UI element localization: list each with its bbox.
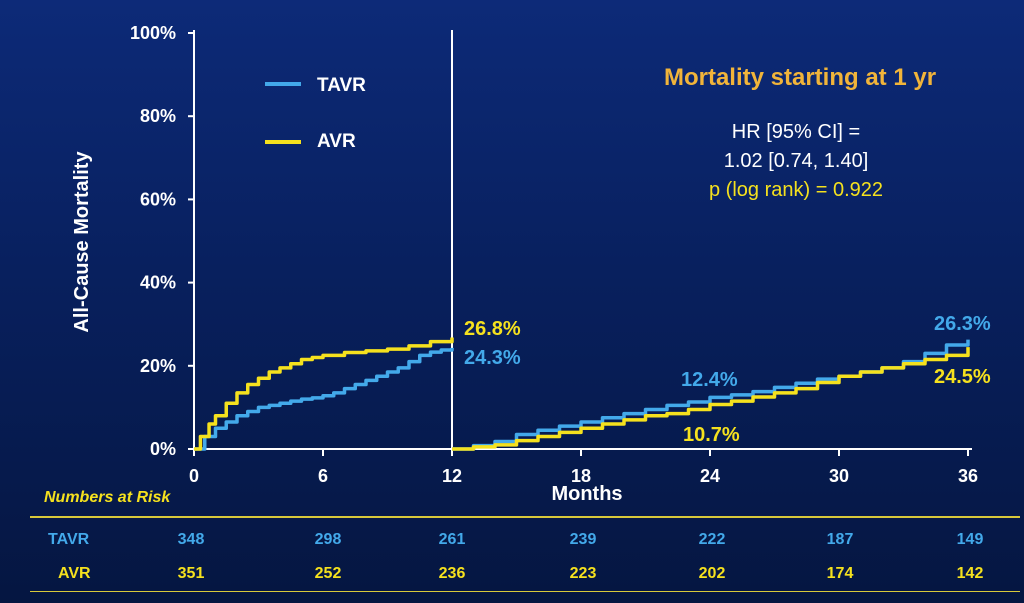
risk-cell: 351 [177,565,205,582]
avr-36mo-value: 24.5% [934,366,991,388]
risk-cell: 236 [438,565,466,582]
p-value-label: p (log rank) = 0.922 [709,179,883,201]
tavr-landmark-value: 24.3% [464,347,521,369]
risk-cell: 223 [569,565,597,582]
risk-cell: 298 [314,531,342,548]
risk-row-tavr: TAVR 348 298 261 239 222 187 149 [0,531,1024,553]
risk-row-label: TAVR [48,531,90,548]
risk-cell: 239 [569,531,597,548]
annotation-title: Mortality starting at 1 yr [663,64,937,91]
hazard-ratio-label: HR [95% CI] = [731,121,861,143]
risk-table-title: Numbers at Risk [44,489,171,506]
avr-landmark-value: 26.8% [464,318,521,340]
x-tick-label: 30 [829,466,849,486]
risk-cell: 348 [177,531,205,548]
legend: TAVR AVR [265,75,366,152]
risk-table-divider [30,516,1020,518]
risk-cell: 149 [956,531,984,548]
chart-axes [188,30,972,456]
avr-legend-label: AVR [317,131,356,152]
avr-curve-landmark [194,337,454,451]
y-tick-label: 100% [130,23,176,43]
hazard-ratio-value: 1.02 [0.74, 1.40] [723,150,869,172]
risk-cell: 174 [826,565,854,582]
y-tick-label: 40% [140,273,176,293]
risk-cell: 252 [314,565,342,582]
x-tick-label: 36 [958,466,978,486]
risk-cell: 187 [826,531,854,548]
risk-row-avr: AVR 351 252 236 223 202 174 142 [0,565,1024,587]
risk-cell: 261 [438,531,466,548]
x-tick-labels: 0 6 12 18 24 30 36 [189,466,978,486]
percentage-labels: 26.8% 24.3% 26.3% 24.5% 12.4% 10.7% [464,313,991,446]
risk-row-label: AVR [58,565,91,582]
x-tick-label: 18 [571,466,591,486]
y-tick-label: 60% [140,189,176,209]
tavr-legend-label: TAVR [317,75,366,96]
x-tick-label: 0 [189,466,199,486]
risk-table-bottom-rule [30,591,1020,592]
risk-cell: 142 [956,565,984,582]
series-lines [194,337,970,451]
y-axis-label: All-Cause Mortality [71,151,93,333]
tavr-24mo-value: 12.4% [681,369,738,391]
avr-24mo-value: 10.7% [683,424,740,446]
y-tick-label: 80% [140,106,176,126]
y-tick-labels: 0% 20% 40% 60% 80% 100% [130,23,176,459]
tavr-curve-landmark [194,347,454,451]
y-tick-label: 20% [140,356,176,376]
risk-cell: 202 [698,565,726,582]
x-axis-label: Months [551,483,622,505]
x-tick-label: 12 [442,466,462,486]
mortality-chart: 0% 20% 40% 60% 80% 100% 0 6 12 18 24 30 36 26.8% 24.… [71,23,991,505]
y-tick-label: 0% [150,439,176,459]
tavr-36mo-value: 26.3% [934,313,991,335]
avr-curve-post-landmark [452,347,970,451]
x-tick-label: 6 [318,466,328,486]
risk-cell: 222 [698,531,726,548]
x-tick-label: 24 [700,466,720,486]
